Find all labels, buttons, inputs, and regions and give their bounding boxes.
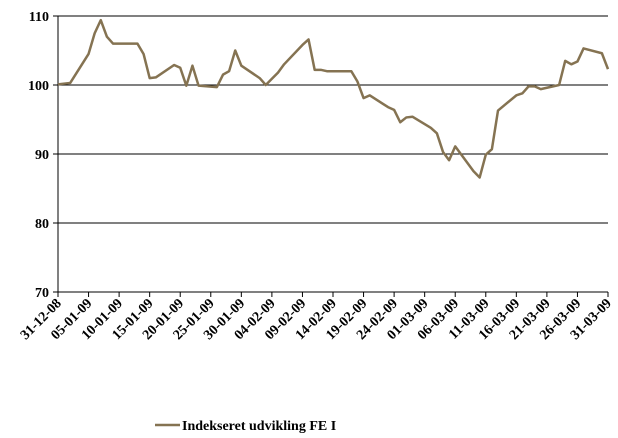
y-tick-label: 90	[35, 148, 49, 163]
legend-label: Indekseret udvikling FE I	[182, 419, 336, 434]
y-tick-label: 70	[35, 286, 49, 301]
data-line	[57, 18, 610, 179]
y-tick-label: 80	[35, 217, 49, 232]
y-tick-label: 110	[29, 10, 49, 25]
y-tick-label: 100	[28, 79, 49, 94]
